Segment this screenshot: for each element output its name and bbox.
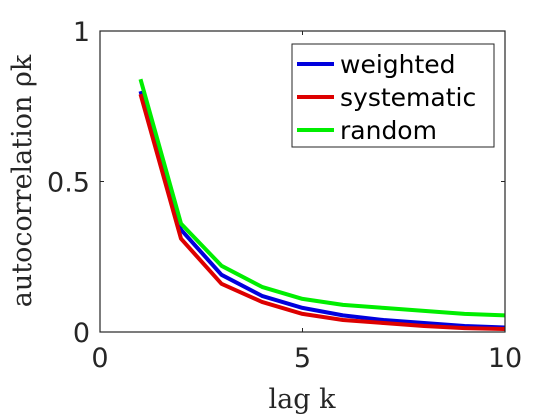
x-tick-label: 5 — [294, 343, 311, 374]
y-tick-label: 0.5 — [47, 168, 90, 199]
legend-label-systematic: systematic — [340, 83, 476, 112]
y-tick-label: 1 — [73, 17, 90, 48]
legend-entries: weighted systematic random — [297, 50, 476, 145]
x-tick-label: 0 — [91, 343, 108, 374]
y-axis-label: autocorrelation ρk — [7, 54, 38, 307]
series-layer — [138, 78, 506, 331]
x-axis-label: lag k — [269, 384, 337, 415]
legend-label-weighted: weighted — [340, 50, 456, 79]
series-line-weighted — [138, 90, 506, 330]
legend: weighted systematic random — [291, 43, 495, 148]
series-line-systematic — [138, 93, 506, 331]
x-tick-label: 10 — [488, 343, 522, 374]
series-line-random — [138, 78, 506, 318]
y-tick-label: 0 — [73, 318, 90, 349]
ticks-layer: 0 5 10 0 0.5 1 — [47, 17, 522, 374]
legend-label-random: random — [340, 116, 437, 145]
